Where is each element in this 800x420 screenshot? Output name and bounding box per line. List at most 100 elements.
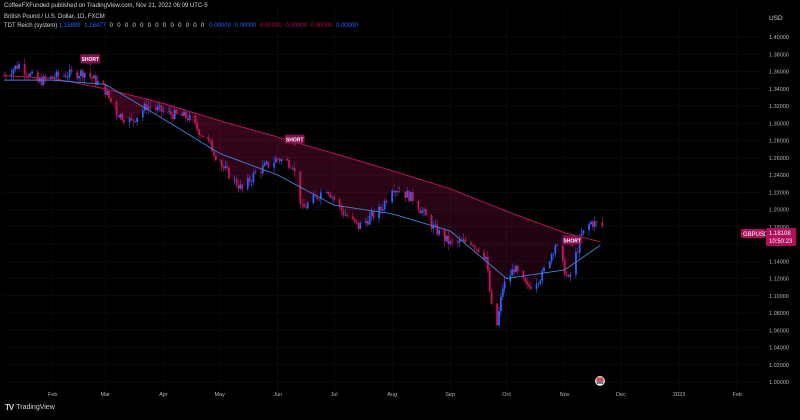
publish-info: CoffeeFXFunded published on TradingView.… <box>4 3 208 9</box>
candle-body <box>316 196 319 199</box>
candle-body <box>451 241 454 242</box>
candle-body <box>449 241 452 245</box>
candle-body <box>76 71 79 79</box>
candle-body <box>276 158 279 160</box>
short-signal-pointer <box>292 143 297 147</box>
candle-body <box>239 184 242 189</box>
candle-body <box>552 253 555 255</box>
candle-body <box>318 198 320 200</box>
candle-body <box>537 283 540 285</box>
candle-body <box>241 184 244 189</box>
y-tick-label: 1.34000 <box>769 87 789 93</box>
candle-body <box>391 190 394 203</box>
candle-body <box>303 204 305 208</box>
cloud-fill <box>4 75 601 314</box>
candle-body <box>265 161 268 164</box>
x-tick-label: Aug <box>387 392 397 398</box>
candle-body <box>226 166 229 168</box>
candle-body <box>250 181 253 183</box>
candle-body <box>93 75 95 79</box>
candle-body <box>186 118 189 120</box>
candle-body <box>64 75 67 78</box>
y-tick-label: 1.30000 <box>769 121 789 127</box>
candle-body <box>183 111 185 116</box>
short-signal-pointer <box>88 63 93 66</box>
candle-body <box>406 191 409 198</box>
candle-body <box>366 221 369 225</box>
short-signal-bg <box>284 134 305 144</box>
candle-body <box>55 71 58 78</box>
candle-body <box>516 265 519 271</box>
candle-body <box>10 74 13 77</box>
candle-body <box>78 76 80 79</box>
x-tick-label: Oct <box>502 392 511 398</box>
candle-body <box>305 207 307 209</box>
candle-body <box>267 161 270 168</box>
candle-body <box>51 76 54 78</box>
candle-body <box>593 221 596 227</box>
y-tick-label: 1.36000 <box>769 70 789 76</box>
candle-body <box>228 167 230 179</box>
candle-body <box>181 113 184 116</box>
candle-body <box>340 205 343 211</box>
candle-body <box>209 139 212 142</box>
candle-body <box>16 65 19 69</box>
tradingview-logo[interactable]: TV TradingView <box>5 403 55 412</box>
tradingview-logo-text: TradingView <box>16 404 55 411</box>
candle-body <box>109 98 112 102</box>
candle-body <box>29 73 32 77</box>
candle-body <box>438 230 440 235</box>
candle-body <box>115 101 118 116</box>
candle-body <box>434 224 437 226</box>
candle-body <box>290 167 292 169</box>
candle-body <box>365 221 367 223</box>
candle-body <box>398 191 401 193</box>
candle-body <box>368 216 371 225</box>
candle-body <box>509 275 512 282</box>
short-signal-label: SHORT <box>563 238 581 244</box>
candle-body <box>27 75 30 77</box>
candle-body <box>49 76 52 79</box>
indicator-value-4: 0.00000 <box>234 23 257 29</box>
calendar-event-icon[interactable] <box>595 376 605 386</box>
candle-body <box>590 221 592 225</box>
x-tick-label: Apr <box>159 392 168 398</box>
candle-body <box>220 160 223 167</box>
candle-body <box>513 269 515 273</box>
y-tick-label: 1.40000 <box>769 35 789 41</box>
x-tick-label: Feb <box>48 392 57 398</box>
candle-body <box>154 107 157 111</box>
candle-body <box>201 135 204 138</box>
candle-body <box>160 105 163 112</box>
price-tag-price: 1.18108 <box>769 231 791 237</box>
short-signal-bg <box>80 54 101 64</box>
candle-body <box>288 160 290 168</box>
candle-body <box>171 114 174 120</box>
price-tag: GBPUSD 1.18108 10:50:23 <box>741 228 796 246</box>
candle-body <box>411 192 414 202</box>
candle-body <box>40 78 43 86</box>
candle-body <box>96 80 99 85</box>
candle-body <box>53 77 56 79</box>
candle-body <box>595 221 598 223</box>
candle-body <box>447 235 450 245</box>
symbol-title[interactable]: British Pound / U.S. Dollar, 1D, FXCM <box>4 14 105 20</box>
indicator-value-2: 1.16477 <box>84 23 106 29</box>
candle-body <box>143 103 146 111</box>
x-tick-label: Sep <box>445 392 455 398</box>
candle-body <box>515 265 517 273</box>
x-tick-label: May <box>214 392 225 398</box>
candle-body <box>425 209 427 216</box>
indicator-legend[interactable]: TDT Reich (system) 1.15899 1.16477 0 0 0… <box>4 23 360 29</box>
time-axis[interactable]: Feb Mar Apr May Jun Jul Aug Sep Oct Nov Dec 2023 Feb <box>48 392 742 398</box>
candle-body <box>25 74 28 76</box>
candle-body <box>91 77 94 79</box>
candle-body <box>246 177 249 189</box>
candle-body <box>524 277 527 283</box>
y-tick-label: 1.04000 <box>769 346 789 352</box>
candle-body <box>63 75 65 77</box>
y-tick-label: 1.38000 <box>769 52 789 58</box>
